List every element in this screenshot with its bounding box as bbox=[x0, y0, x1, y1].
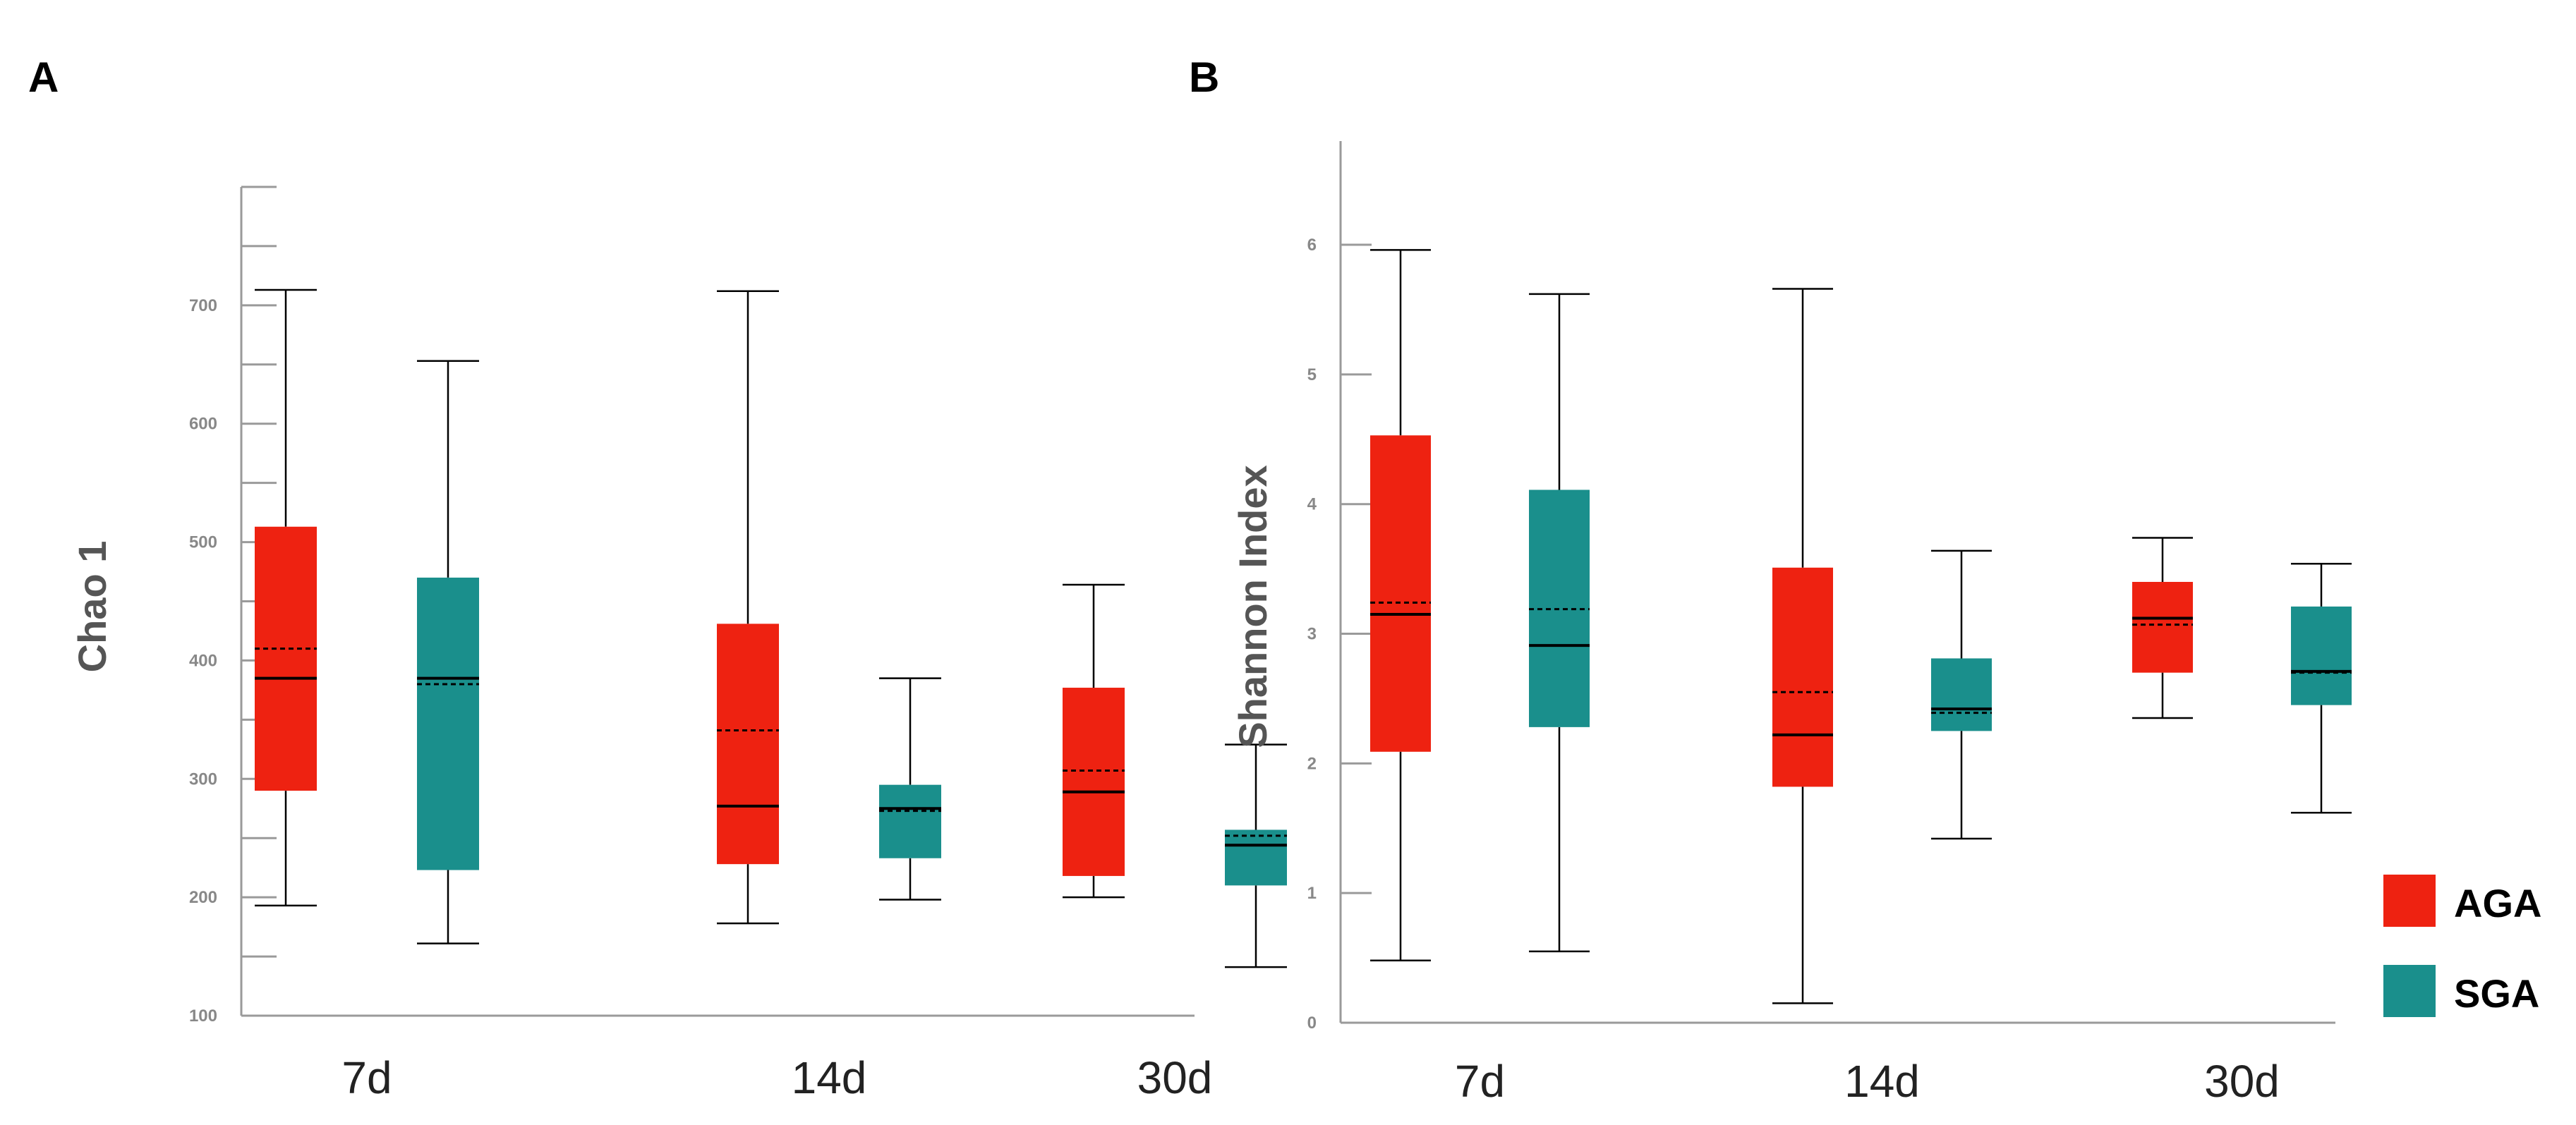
x-tick-label: 30d bbox=[1137, 1052, 1213, 1103]
y-tick-label: 5 bbox=[1307, 365, 1317, 384]
panel-b: B Shannon Index 0 1 2 3 4 5 6 7d 14d 30d bbox=[1189, 54, 2352, 1107]
box-sga-30d bbox=[1225, 743, 1287, 968]
y-tick-label: 600 bbox=[189, 415, 217, 434]
box-aga-30d bbox=[1063, 583, 1125, 899]
y-tick-label: 2 bbox=[1307, 754, 1317, 773]
box-aga-14d bbox=[1772, 288, 1833, 1004]
iqr-box bbox=[879, 784, 941, 858]
box-aga-7d bbox=[1370, 249, 1431, 962]
y-tick-label: 4 bbox=[1307, 495, 1317, 514]
iqr-box bbox=[1063, 688, 1125, 876]
y-tick-label: 1 bbox=[1307, 884, 1317, 903]
panel-b-x-labels: 7d 14d 30d bbox=[1455, 1056, 2280, 1107]
y-tick-label: 100 bbox=[189, 1007, 217, 1026]
panel-a-boxes bbox=[255, 288, 1287, 968]
y-tick-label: 3 bbox=[1307, 625, 1317, 644]
x-tick-label: 7d bbox=[1455, 1056, 1505, 1107]
legend-label-aga: AGA bbox=[2454, 881, 2541, 925]
iqr-box bbox=[1931, 658, 1992, 731]
y-tick-label: 700 bbox=[189, 296, 217, 315]
legend-swatch-aga bbox=[2383, 875, 2436, 927]
iqr-box bbox=[2291, 606, 2352, 705]
y-tick-label: 200 bbox=[189, 888, 217, 907]
panel-b-boxes bbox=[1370, 249, 2352, 1004]
box-sga-7d bbox=[417, 360, 479, 944]
y-tick-label: 300 bbox=[189, 770, 217, 789]
panel-b-letter: B bbox=[1189, 54, 1219, 101]
iqr-box bbox=[417, 577, 479, 870]
y-tick-label: 400 bbox=[189, 651, 217, 670]
box-sga-14d bbox=[1931, 549, 1992, 840]
box-sga-30d bbox=[2291, 563, 2352, 814]
panel-a-x-labels: 7d 14d 30d bbox=[341, 1052, 1212, 1103]
iqr-box bbox=[717, 624, 779, 865]
panel-a-letter: A bbox=[28, 54, 59, 101]
x-tick-label: 7d bbox=[341, 1052, 392, 1103]
iqr-box bbox=[1225, 829, 1287, 886]
x-tick-label: 30d bbox=[2204, 1056, 2280, 1107]
box-sga-14d bbox=[879, 677, 941, 901]
x-tick-label: 14d bbox=[792, 1052, 867, 1103]
box-sga-7d bbox=[1529, 293, 1590, 953]
panel-a-y-axis-title: Chao 1 bbox=[70, 541, 114, 673]
y-tick-label: 6 bbox=[1307, 236, 1317, 255]
iqr-box bbox=[1370, 435, 1431, 752]
panel-a: A Chao 1 100 200 300 400 500 600 700 7d 14d 30d bbox=[28, 54, 1287, 1103]
legend: AGA SGA bbox=[2383, 875, 2541, 1017]
iqr-box bbox=[1772, 567, 1833, 787]
iqr-box bbox=[255, 526, 317, 791]
legend-swatch-sga bbox=[2383, 965, 2436, 1017]
legend-label-sga: SGA bbox=[2454, 971, 2539, 1016]
box-aga-30d bbox=[2132, 537, 2193, 719]
y-tick-label: 0 bbox=[1307, 1014, 1317, 1033]
x-tick-label: 14d bbox=[1844, 1056, 1920, 1107]
box-aga-14d bbox=[717, 290, 779, 925]
panel-b-y-axis-title: Shannon Index bbox=[1230, 465, 1275, 748]
iqr-box bbox=[2132, 582, 2193, 673]
panel-b-y-ticks: 0 1 2 3 4 5 6 bbox=[1307, 236, 1372, 1033]
box-aga-7d bbox=[255, 288, 317, 907]
y-tick-label: 500 bbox=[189, 533, 217, 552]
